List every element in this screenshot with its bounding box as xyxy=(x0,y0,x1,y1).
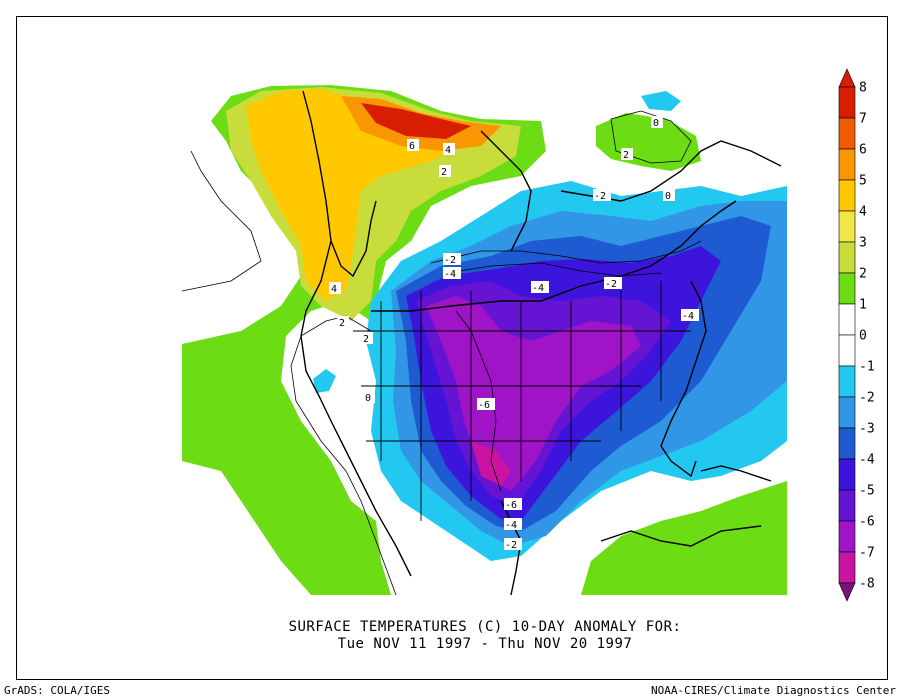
svg-text:0: 0 xyxy=(653,118,659,129)
svg-text:-6: -6 xyxy=(478,400,490,411)
colorbar-label: -1 xyxy=(859,360,875,375)
warm-anomaly-southwest-small xyxy=(341,501,391,595)
contour-label: -6 xyxy=(504,498,522,511)
svg-text:0: 0 xyxy=(365,393,371,404)
contour-label: 2 xyxy=(621,148,633,161)
contour-label: 0 xyxy=(363,391,375,404)
svg-text:0: 0 xyxy=(665,191,671,202)
colorbar-label: 6 xyxy=(859,143,867,158)
cold-patch-nevada xyxy=(313,369,336,393)
contour-label: 0 xyxy=(663,189,675,202)
state-borders xyxy=(353,281,691,521)
svg-text:2: 2 xyxy=(623,150,629,161)
contour-label: 4 xyxy=(329,282,341,295)
colorbar-swatch xyxy=(838,272,856,305)
contour-label: 2 xyxy=(337,316,349,329)
contour-label: -2 xyxy=(593,189,611,202)
svg-text:-2: -2 xyxy=(505,540,517,551)
svg-text:-2: -2 xyxy=(444,255,456,266)
colorbar-swatch xyxy=(838,117,856,150)
contour-label: -4 xyxy=(531,281,549,294)
colorbar-swatch xyxy=(838,86,856,119)
colorbar-label: -5 xyxy=(859,484,875,499)
footer-software-credit: GrADS: COLA/IGES xyxy=(4,684,110,697)
colorbar-swatch xyxy=(838,396,856,429)
contour-label: 6 xyxy=(407,139,419,152)
colorbar-swatch xyxy=(838,551,856,584)
contour-label: 2 xyxy=(439,165,451,178)
svg-text:2: 2 xyxy=(441,167,447,178)
colorbar-swatch xyxy=(838,427,856,460)
svg-text:-4: -4 xyxy=(532,283,544,294)
anomaly-map: 6 4 2 2 0 0 2 4 2 0 -2 -2 -4 -4 -2 -4 -6… xyxy=(181,68,875,602)
contour-label: -4 xyxy=(443,267,461,280)
svg-text:2: 2 xyxy=(339,318,345,329)
contour-label: -2 xyxy=(504,538,522,551)
map-frame: 6 4 2 2 0 0 2 4 2 0 -2 -2 -4 -4 -2 -4 -6… xyxy=(16,16,888,680)
colorbar-swatch xyxy=(838,489,856,522)
svg-text:4: 4 xyxy=(331,284,337,295)
svg-text:-6: -6 xyxy=(505,500,517,511)
colorbar-label: 8 xyxy=(859,81,867,96)
contour-label: -4 xyxy=(681,309,699,322)
svg-text:4: 4 xyxy=(445,145,451,156)
colorbar-swatch xyxy=(838,334,856,367)
colorbar-label: 2 xyxy=(859,267,867,282)
colorbar-label: 7 xyxy=(859,112,867,127)
colorbar-label: -6 xyxy=(859,515,875,530)
svg-text:-4: -4 xyxy=(505,520,517,531)
colorbar-label: 5 xyxy=(859,174,867,189)
colorbar-arrow-bottom xyxy=(838,582,856,602)
contour-label: -6 xyxy=(477,398,495,411)
cold-anomaly-6 xyxy=(426,296,641,491)
colorbar-label: -4 xyxy=(859,453,875,468)
warm-anomaly-red xyxy=(361,103,471,139)
footer-source-credit: NOAA-CIRES/Climate Diagnostics Center xyxy=(650,684,896,697)
svg-text:-4: -4 xyxy=(682,311,694,322)
warm-anomaly-west xyxy=(182,85,546,595)
colorbar: 8 7 6 5 4 3 2 1 0 -1 -2 -3 -4 -5 -6 -7 -8 xyxy=(838,68,875,602)
colorbar-swatch xyxy=(838,179,856,212)
colorbar-swatch xyxy=(838,458,856,491)
colorbar-label: -3 xyxy=(859,422,875,437)
colorbar-swatch xyxy=(838,520,856,553)
contour-label: -2 xyxy=(443,253,461,266)
colorbar-label: -2 xyxy=(859,391,875,406)
warm-anomaly-southeast xyxy=(581,481,787,595)
colorbar-label: 3 xyxy=(859,236,867,251)
contour-label-layer: 6 4 2 2 0 0 2 4 2 0 -2 -2 -4 -4 -2 -4 -6… xyxy=(329,116,699,551)
contour-label: -2 xyxy=(604,277,622,290)
map-title-line-2: Tue NOV 11 1997 - Thu NOV 20 1997 xyxy=(337,636,633,652)
colorbar-label: 4 xyxy=(859,205,867,220)
colorbar-label: -7 xyxy=(859,546,875,561)
colorbar-swatch xyxy=(838,241,856,274)
colorbar-arrow-top xyxy=(838,68,856,88)
colorbar-swatch xyxy=(838,148,856,181)
colorbar-label: 0 xyxy=(859,329,867,344)
map-title-line-1: SURFACE TEMPERATURES (C) 10-DAY ANOMALY … xyxy=(288,619,682,635)
colorbar-label: -8 xyxy=(859,577,875,592)
svg-text:-4: -4 xyxy=(444,269,456,280)
colorbar-label: 1 xyxy=(859,298,867,313)
colorbar-swatch xyxy=(838,365,856,398)
svg-text:-2: -2 xyxy=(594,191,606,202)
colorbar-swatch xyxy=(838,210,856,243)
contour-label: 0 xyxy=(651,116,663,129)
contour-label: 2 xyxy=(361,332,373,345)
svg-text:6: 6 xyxy=(409,141,415,152)
contour-label: -4 xyxy=(504,518,522,531)
svg-text:-2: -2 xyxy=(605,279,617,290)
cold-patch-arctic xyxy=(641,91,681,111)
contour-label: 4 xyxy=(443,143,455,156)
svg-text:2: 2 xyxy=(363,334,369,345)
cold-anomaly-7 xyxy=(471,441,511,486)
colorbar-swatch xyxy=(838,303,856,336)
